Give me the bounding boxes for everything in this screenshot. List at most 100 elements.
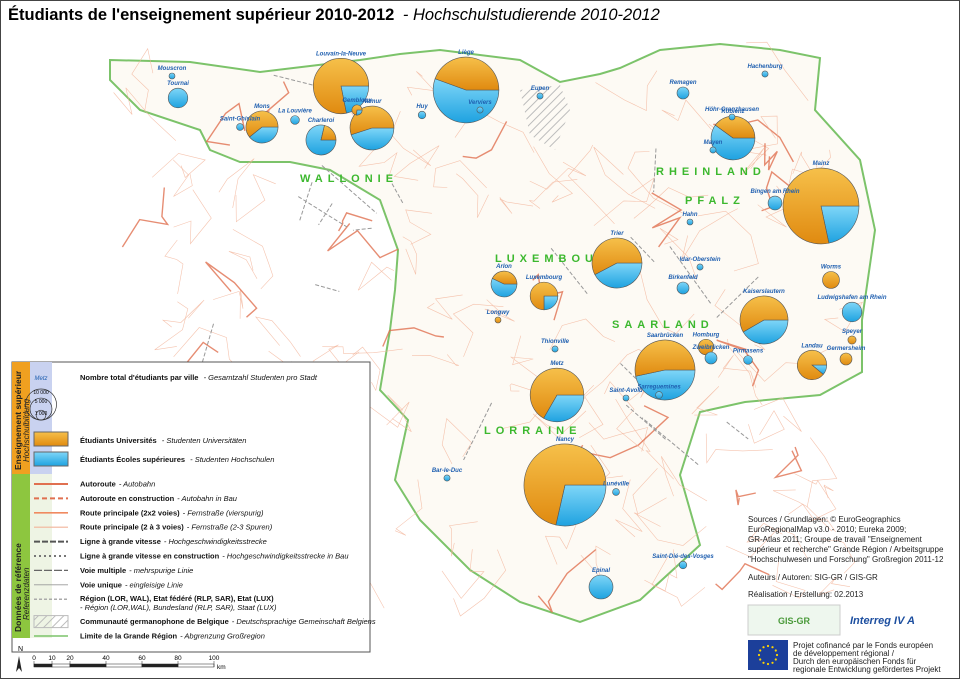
pie-ecoles bbox=[476, 106, 484, 114]
pie-ecoles bbox=[350, 127, 395, 151]
road bbox=[164, 239, 184, 294]
scale-label: 0 bbox=[32, 655, 36, 662]
city-label: Landau bbox=[801, 343, 823, 349]
ref-fr: Région (LOR, WAL), Etat fédéré (RLP, SAR… bbox=[80, 594, 274, 603]
rail bbox=[549, 246, 588, 295]
pie-ecoles bbox=[536, 92, 544, 100]
pie-ecoles bbox=[676, 281, 690, 295]
legend-sample-city: Metz bbox=[34, 376, 47, 382]
city-label: Kaiserslautern bbox=[743, 289, 785, 295]
highway bbox=[121, 187, 170, 248]
scale-label: 20 bbox=[66, 655, 74, 662]
pie-ecoles bbox=[551, 345, 559, 353]
ref-de: - eingleisige Linie bbox=[125, 580, 183, 589]
road bbox=[213, 289, 244, 319]
road bbox=[411, 354, 459, 366]
highway bbox=[761, 170, 797, 212]
city-label: Koblenz bbox=[721, 109, 744, 115]
section1-fr: Enseignement supérieur bbox=[13, 370, 23, 470]
scale-unit: km bbox=[217, 664, 226, 671]
rail bbox=[352, 227, 372, 231]
city-label: La Louvière bbox=[278, 109, 312, 115]
road bbox=[640, 271, 695, 334]
road bbox=[352, 346, 381, 392]
city-label: Mons bbox=[254, 104, 270, 110]
ref-fr: Autoroute en construction bbox=[80, 494, 175, 503]
ref-fr: Route principale (2 à 3 voies) bbox=[80, 523, 184, 532]
pie-ecoles bbox=[761, 70, 769, 78]
pie-universites bbox=[529, 281, 559, 311]
north-symbol bbox=[16, 656, 22, 672]
pie-universites bbox=[847, 335, 857, 345]
road bbox=[232, 229, 274, 290]
rail bbox=[716, 275, 760, 318]
legend-universites: Étudiants Universités - Studenten Univer… bbox=[80, 436, 246, 445]
pie-ecoles bbox=[820, 205, 860, 244]
road bbox=[661, 456, 708, 502]
legend-section-2: Données de référence bbox=[13, 543, 23, 632]
city-label: Worms bbox=[821, 265, 842, 271]
highway bbox=[327, 223, 399, 259]
ref-fr: Route principale (2x2 voies) bbox=[80, 508, 180, 517]
pie-ecoles bbox=[168, 72, 176, 80]
pie-ecoles bbox=[612, 488, 620, 496]
size-circle bbox=[35, 409, 47, 421]
road bbox=[593, 146, 656, 209]
road bbox=[131, 47, 154, 112]
total-fr: Nombre total d'étudiants par ville bbox=[80, 373, 198, 382]
road bbox=[705, 433, 773, 464]
pie-ecoles bbox=[167, 87, 189, 109]
city-label: Sarreguemines bbox=[637, 385, 681, 391]
scale-segment bbox=[105, 663, 143, 668]
source-line: "Hochschulwesen und Forschung" Großregio… bbox=[748, 555, 944, 564]
road bbox=[567, 144, 615, 225]
road bbox=[426, 294, 463, 320]
scale-label: 80 bbox=[174, 655, 182, 662]
road bbox=[549, 318, 616, 350]
ref-item: Ligne à grande vitesse - Hochgeschwindigk… bbox=[80, 537, 267, 546]
size-label: 10 000 bbox=[33, 390, 49, 396]
north-arrow: N bbox=[18, 646, 23, 653]
eu-star bbox=[774, 658, 777, 661]
road bbox=[632, 468, 661, 527]
pie-ecoles bbox=[767, 195, 783, 211]
pie-ecoles bbox=[555, 484, 607, 527]
ref-item: Autoroute - Autobahn bbox=[80, 480, 155, 489]
pie-ecoles bbox=[340, 85, 370, 114]
ref-item: Voie multiple - mehrspurige Linie bbox=[80, 566, 193, 575]
highway bbox=[586, 405, 670, 459]
road bbox=[697, 210, 759, 272]
ref-de: - Fernstraße (vierspurig) bbox=[183, 508, 264, 517]
highway bbox=[462, 121, 508, 159]
city-label: Ludwigshafen am Rhein bbox=[817, 295, 886, 301]
road bbox=[529, 161, 587, 190]
road bbox=[725, 528, 808, 559]
ref-de: - Fernstraße (2-3 Spuren) bbox=[187, 523, 273, 532]
road bbox=[593, 177, 655, 226]
city-label: Verviers bbox=[468, 100, 492, 106]
scale-label: 100 bbox=[209, 655, 220, 662]
road bbox=[357, 261, 395, 291]
highway bbox=[735, 489, 756, 506]
road bbox=[588, 422, 649, 452]
rail bbox=[315, 284, 340, 292]
eu-star bbox=[771, 646, 774, 649]
title: Étudiants de l'enseignement supérieur 20… bbox=[8, 5, 660, 24]
scale-label: 10 bbox=[48, 655, 56, 662]
basemap bbox=[109, 42, 877, 624]
city-label: Namur bbox=[362, 99, 382, 105]
pie-universites bbox=[591, 237, 643, 276]
ref-item: Route principale (2x2 voies) - Fernstraße… bbox=[80, 508, 264, 517]
grande-region bbox=[109, 42, 877, 624]
funding-line: regionale Entwicklung gefördertes Projek… bbox=[793, 665, 941, 674]
ref-fr: Autoroute bbox=[80, 480, 116, 489]
rail bbox=[321, 165, 377, 214]
road bbox=[456, 173, 489, 218]
road bbox=[254, 316, 301, 357]
eu-star bbox=[766, 662, 770, 666]
road bbox=[748, 410, 785, 444]
city-label: Bingen am Rhein bbox=[750, 189, 799, 195]
ecoles-fr: Étudiants Écoles supérieures bbox=[80, 455, 185, 464]
rail bbox=[625, 404, 666, 440]
highway bbox=[205, 261, 258, 318]
